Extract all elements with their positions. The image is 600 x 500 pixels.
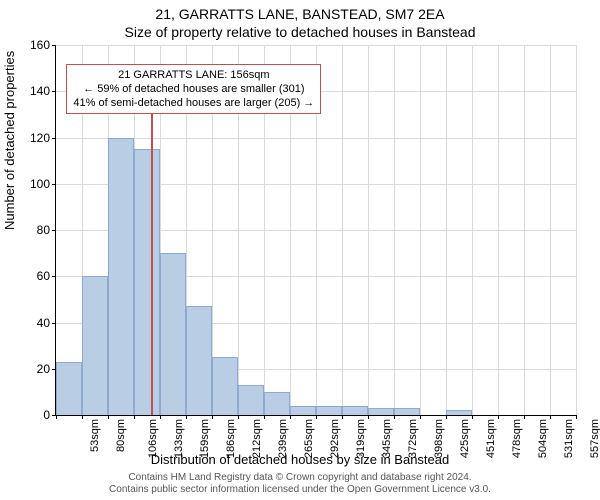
histogram-bar: [342, 406, 368, 415]
xtick-mark: [264, 415, 265, 419]
ytick-label: 160: [30, 38, 50, 52]
xtick-mark: [134, 415, 135, 419]
histogram-bar: [446, 410, 472, 415]
xtick-mark: [368, 415, 369, 419]
annotation-line3: 41% of semi-detached houses are larger (…: [73, 96, 314, 110]
xtick-mark: [472, 415, 473, 419]
ytick-label: 80: [37, 223, 50, 237]
ytick-label: 60: [37, 269, 50, 283]
ytick-mark: [52, 184, 56, 185]
ytick-label: 40: [37, 316, 50, 330]
xtick-mark: [82, 415, 83, 419]
xtick-mark: [394, 415, 395, 419]
grid-v: [524, 45, 525, 415]
grid-v: [550, 45, 551, 415]
histogram-bar: [186, 306, 212, 415]
histogram-bar: [316, 406, 342, 415]
xtick-mark: [316, 415, 317, 419]
title-subtitle: Size of property relative to detached ho…: [0, 24, 600, 40]
xtick-label: 53sqm: [89, 419, 101, 452]
xtick-mark: [446, 415, 447, 419]
ytick-mark: [52, 230, 56, 231]
xtick-mark: [420, 415, 421, 419]
histogram-bar: [368, 408, 394, 415]
xtick-mark: [108, 415, 109, 419]
xtick-mark: [186, 415, 187, 419]
xtick-mark: [342, 415, 343, 419]
xtick-mark: [550, 415, 551, 419]
grid-v: [368, 45, 369, 415]
footer-line2: Contains public sector information licen…: [0, 484, 600, 496]
xtick-mark: [498, 415, 499, 419]
annotation-box: 21 GARRATTS LANE: 156sqm← 59% of detache…: [66, 64, 321, 115]
histogram-bar: [212, 357, 238, 415]
y-axis-label: Number of detached properties: [2, 51, 17, 230]
ytick-label: 20: [37, 362, 50, 376]
histogram-bar: [160, 253, 186, 415]
histogram-bar: [108, 138, 134, 416]
histogram-bar: [394, 408, 420, 415]
title-address: 21, GARRATTS LANE, BANSTEAD, SM7 2EA: [0, 6, 600, 22]
property-marker-line: [151, 68, 153, 415]
xtick-mark: [524, 415, 525, 419]
footer-line1: Contains HM Land Registry data © Crown c…: [0, 472, 600, 484]
histogram-bar: [264, 392, 290, 415]
ytick-label: 120: [30, 131, 50, 145]
x-axis-label: Distribution of detached houses by size …: [0, 452, 600, 467]
xtick-mark: [576, 415, 577, 419]
grid-v: [498, 45, 499, 415]
grid-v: [446, 45, 447, 415]
histogram-bar: [290, 406, 316, 415]
xtick-mark: [160, 415, 161, 419]
histogram-bar: [134, 149, 160, 415]
chart-plot-area: 02040608010012014016053sqm80sqm106sqm133…: [55, 45, 576, 416]
histogram-bar: [238, 385, 264, 415]
ytick-mark: [52, 45, 56, 46]
ytick-mark: [52, 91, 56, 92]
xtick-mark: [56, 415, 57, 419]
grid-v: [472, 45, 473, 415]
ytick-label: 100: [30, 177, 50, 191]
xtick-label: 80sqm: [115, 419, 127, 452]
grid-v: [576, 45, 577, 415]
grid-v: [394, 45, 395, 415]
grid-v: [342, 45, 343, 415]
footer-attribution: Contains HM Land Registry data © Crown c…: [0, 472, 600, 496]
ytick-mark: [52, 138, 56, 139]
histogram-bar: [82, 276, 108, 415]
xtick-mark: [290, 415, 291, 419]
ytick-mark: [52, 323, 56, 324]
xtick-mark: [238, 415, 239, 419]
ytick-mark: [52, 276, 56, 277]
annotation-line1: 21 GARRATTS LANE: 156sqm: [73, 68, 314, 82]
histogram-bar: [56, 362, 82, 415]
annotation-line2: ← 59% of detached houses are smaller (30…: [73, 82, 314, 96]
ytick-label: 0: [43, 408, 50, 422]
ytick-label: 140: [30, 84, 50, 98]
grid-v: [420, 45, 421, 415]
xtick-mark: [212, 415, 213, 419]
